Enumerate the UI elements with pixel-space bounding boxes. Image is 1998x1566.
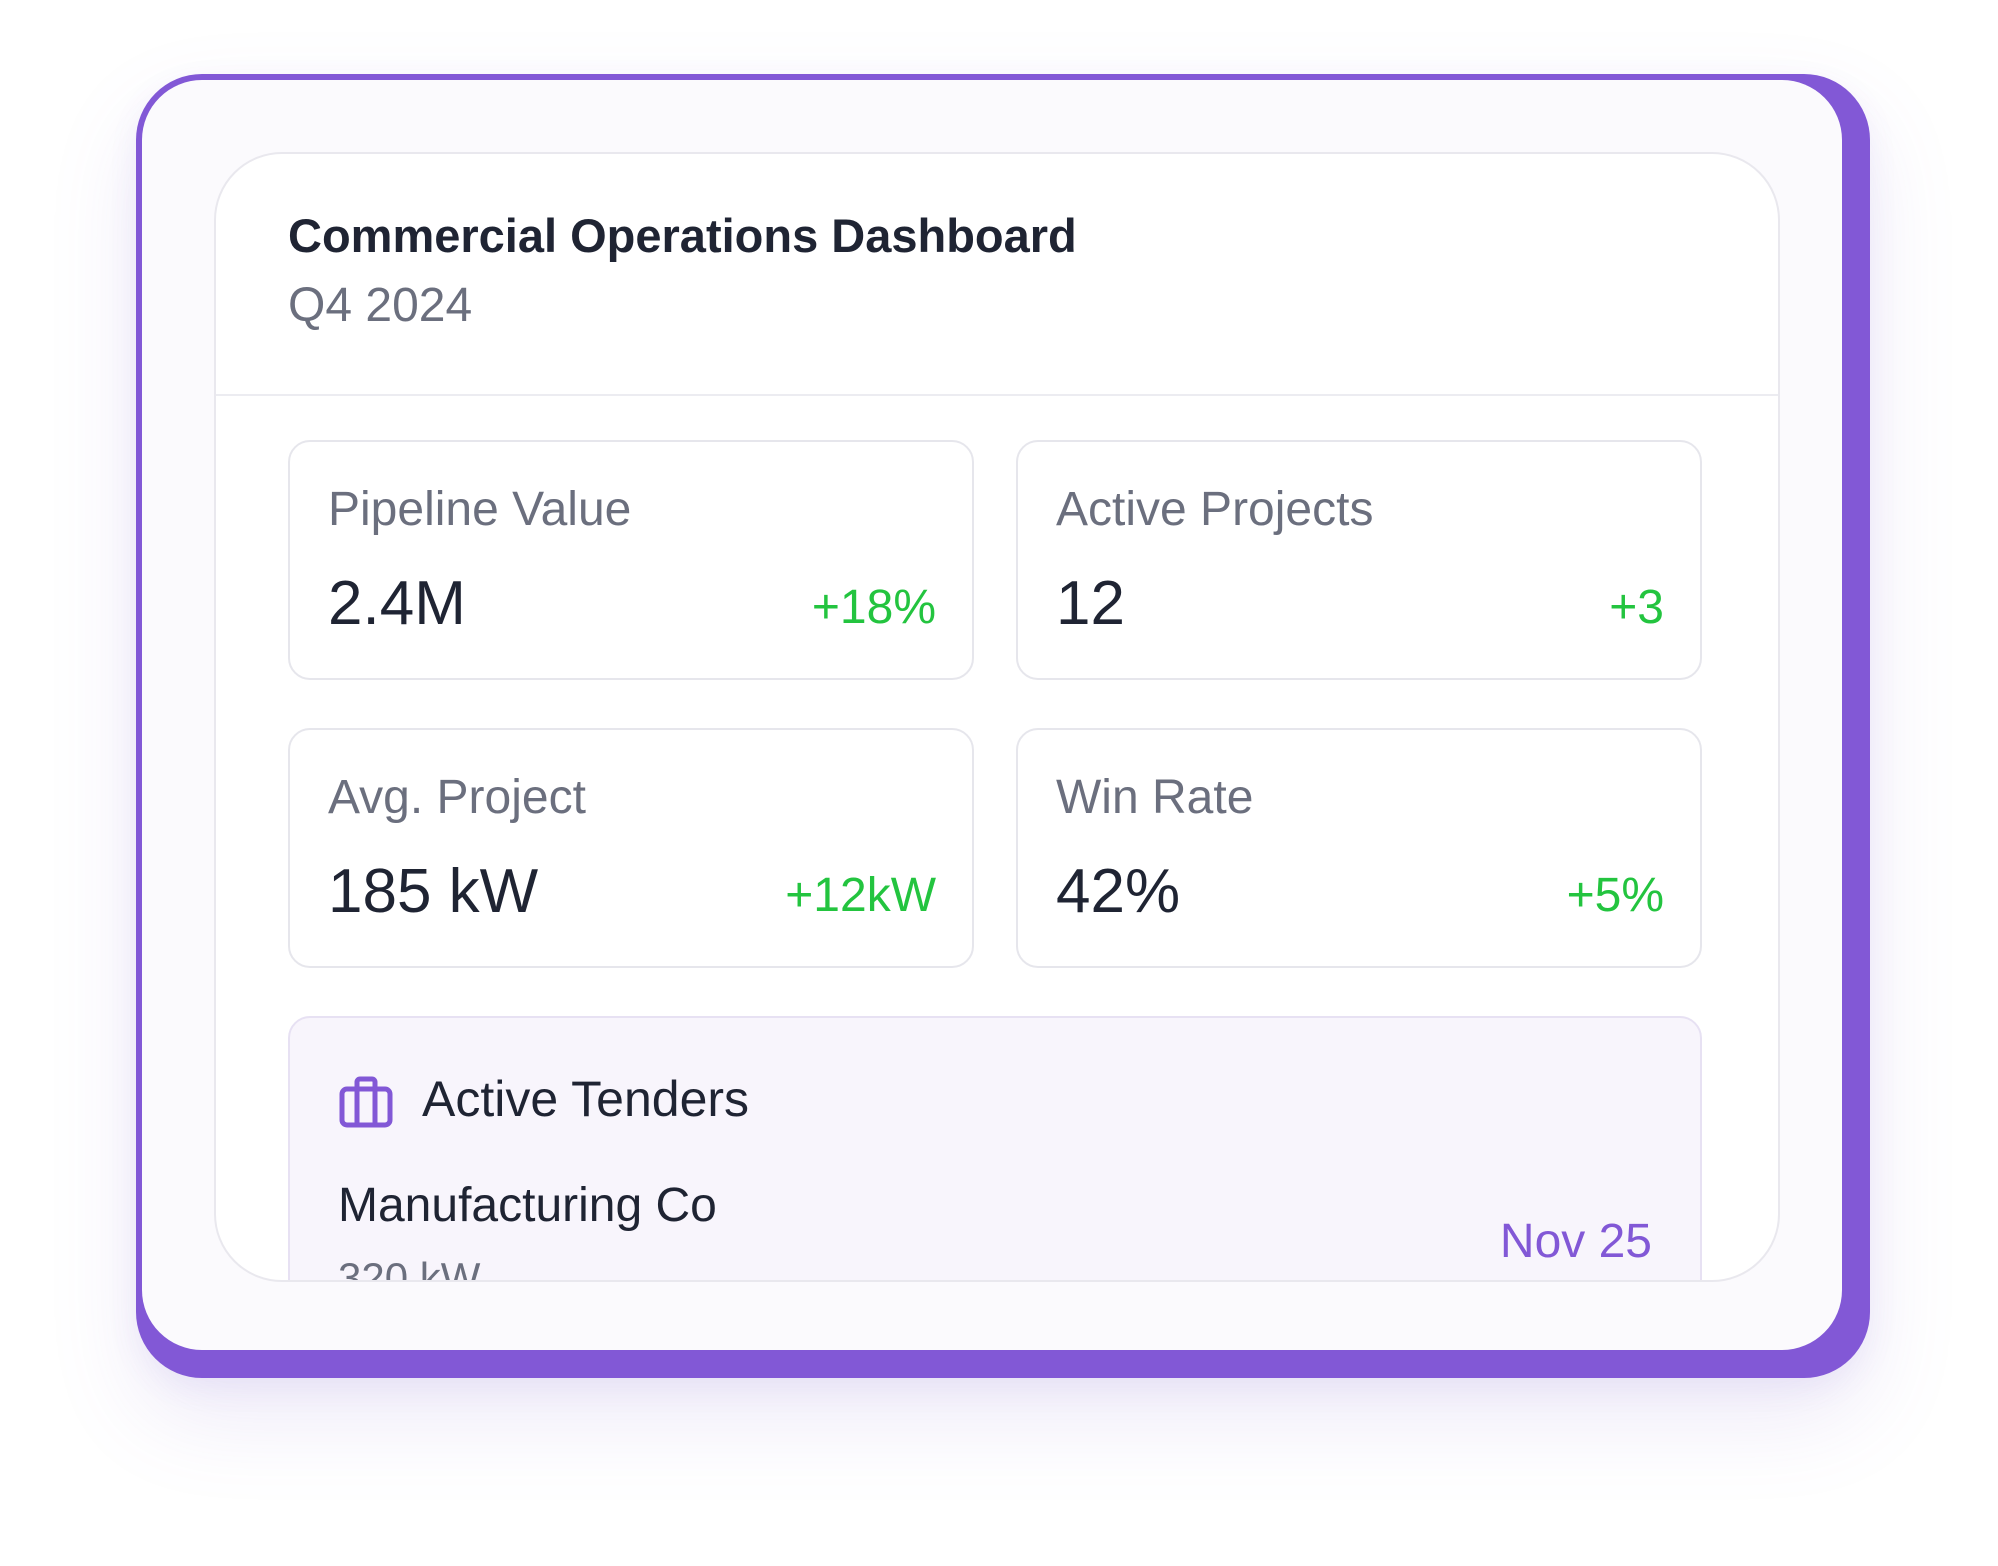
stat-label: Pipeline Value: [328, 483, 632, 536]
dashboard-header: Commercial Operations Dashboard Q4 2024: [216, 154, 1778, 396]
stat-card-win-rate[interactable]: Win Rate 42% +5%: [1016, 728, 1702, 968]
stat-label: Win Rate: [1056, 771, 1254, 824]
stat-card-pipeline-value[interactable]: Pipeline Value 2.4M +18%: [288, 440, 974, 680]
stat-label: Active Projects: [1056, 483, 1374, 536]
active-tenders-panel: Active Tenders Manufacturing Co 320 kW N…: [288, 1016, 1702, 1282]
stat-delta: +12kW: [785, 869, 936, 922]
stat-value: 185 kW: [328, 857, 539, 926]
tender-size: 320 kW: [338, 1254, 481, 1282]
stat-value: 2.4M: [328, 569, 466, 638]
dashboard-card: Commercial Operations Dashboard Q4 2024 …: [214, 152, 1780, 1282]
section-title: Active Tenders: [422, 1071, 750, 1127]
stat-card-active-projects[interactable]: Active Projects 12 +3: [1016, 440, 1702, 680]
stat-value: 12: [1056, 569, 1125, 638]
briefcase-icon: [338, 1074, 394, 1130]
stat-label: Avg. Project: [328, 771, 586, 824]
tender-date: Nov 25: [1499, 1215, 1652, 1268]
stat-delta: +18%: [811, 581, 936, 634]
period-label: Q4 2024: [288, 279, 473, 332]
stat-card-avg-project[interactable]: Avg. Project 185 kW +12kW: [288, 728, 974, 968]
device-frame: Commercial Operations Dashboard Q4 2024 …: [136, 74, 1870, 1378]
device-screen: Commercial Operations Dashboard Q4 2024 …: [142, 80, 1842, 1350]
stat-value: 42%: [1056, 857, 1181, 926]
stat-delta: +5%: [1566, 869, 1664, 922]
stat-delta: +3: [1609, 581, 1664, 634]
tender-name: Manufacturing Co: [338, 1179, 717, 1232]
page-title: Commercial Operations Dashboard: [288, 209, 1077, 262]
